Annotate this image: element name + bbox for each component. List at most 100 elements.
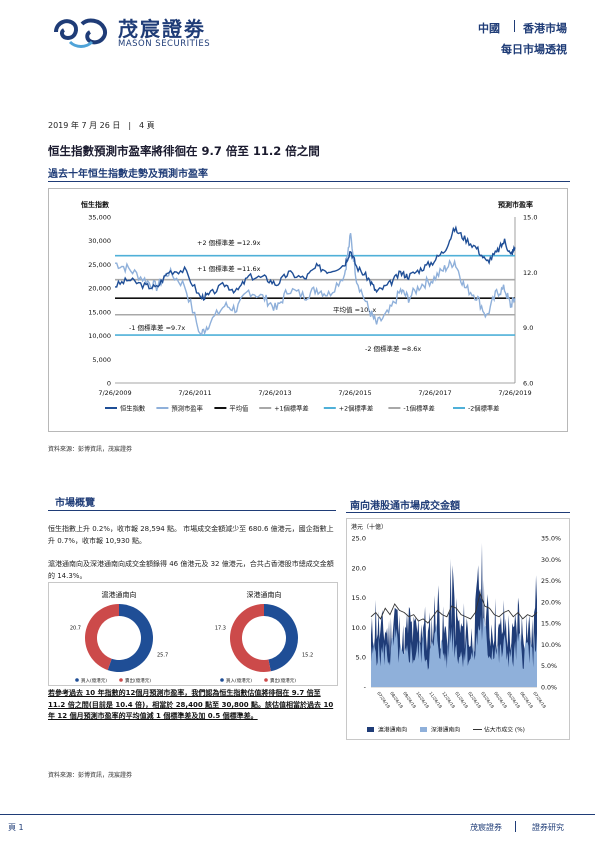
pie-value-label: 17.3 bbox=[215, 626, 226, 632]
legend-label: +2個標準差 bbox=[339, 404, 373, 413]
sb-x-tick: 04/26/19 bbox=[493, 691, 508, 710]
pie-value-label: 15.2 bbox=[302, 653, 313, 659]
sb-y-tick: 15.0 bbox=[352, 594, 366, 602]
annotation-mean: 平均值 =10. x bbox=[333, 305, 376, 314]
sb-y2-tick: 0.0% bbox=[541, 685, 557, 692]
sb-y2-tick: 35.0% bbox=[541, 536, 561, 543]
pie1-title: 滬港通南向 bbox=[102, 590, 137, 599]
footer-page: 頁 1 bbox=[8, 823, 24, 832]
y-tick-label: 30,000 bbox=[88, 237, 111, 245]
sb-legend-swatch bbox=[420, 727, 427, 732]
y-tick-label: 5,000 bbox=[92, 356, 111, 364]
header-market: 香港市場 bbox=[523, 22, 567, 35]
pie-legend-dot bbox=[75, 678, 79, 682]
pie-value-label: 20.7 bbox=[70, 626, 81, 632]
market-title-rule bbox=[48, 510, 336, 511]
footer-company: 茂宸證券 bbox=[470, 823, 502, 832]
sb-x-tick: 10/26/19 bbox=[415, 691, 430, 710]
sb-y-axis-title: 港元（十億） bbox=[351, 523, 387, 531]
header-divider bbox=[514, 20, 515, 32]
pie-legend-dot bbox=[119, 678, 123, 682]
report-type: 每日市場透視 bbox=[501, 43, 567, 56]
market-para-2: 滬港通南向及深港通南向成交金額錄得 46 億港元及 32 億港元，合共占香港股市… bbox=[48, 560, 334, 580]
pe-chart-frame: 恒生指數 預測市盈率 35,000 30,000 25,000 20,000 15,00… bbox=[48, 188, 568, 432]
sb-y2-tick: 30.0% bbox=[541, 557, 561, 564]
x-tick-label: 7/26/2013 bbox=[258, 389, 291, 397]
pie-panel: 滬港通南向 深港通南向 25.7 20.7 買入(億港元) 賣出(億港元) 15.2 17… bbox=[48, 582, 338, 686]
highlight-text: 若參考過去 10 年指數的12個月預測市盈率，我們認為恒生指數估值將徘徊在 9.… bbox=[48, 689, 334, 720]
market-share-line bbox=[370, 591, 538, 624]
sb-y-tick: 25.0 bbox=[352, 535, 366, 543]
sb-y2-tick: 20.0% bbox=[541, 599, 561, 606]
footer-dept: 證券研究 bbox=[532, 823, 564, 832]
pie-legend-dot bbox=[264, 678, 268, 682]
sb-y-tick: 10.0 bbox=[352, 624, 366, 632]
legend-label: -1個標準差 bbox=[403, 404, 434, 413]
sb-legend-label: 滬港通南向 bbox=[378, 726, 407, 734]
pie-slice bbox=[264, 604, 298, 672]
chart1-section-title: 過去十年恒生指數走勢及預測市盈率 bbox=[48, 169, 208, 180]
y2-tick-label: 6.0 bbox=[523, 380, 533, 388]
legend-label: +1個標準差 bbox=[274, 404, 308, 413]
pie-slice bbox=[107, 604, 153, 672]
pie-value-label: 25.7 bbox=[157, 653, 168, 659]
sb-x-tick: 12/26/19 bbox=[441, 691, 456, 710]
chart1-title-rule bbox=[48, 181, 570, 182]
sb-legend-swatch bbox=[367, 727, 374, 732]
sb-x-tick: 11/26/19 bbox=[428, 691, 443, 710]
market-source: 資料來源：彭博資訊，茂宸證券 bbox=[48, 772, 133, 779]
sb-legend-label: 深港通南向 bbox=[431, 726, 460, 734]
x-tick-label: 7/26/2017 bbox=[418, 389, 451, 397]
sb-x-tick: 01/26/19 bbox=[454, 691, 469, 710]
sb-legend-label: 佔大市成交 (%) bbox=[484, 726, 525, 734]
y-tick-label: 35,000 bbox=[88, 214, 111, 222]
pie-slice bbox=[229, 604, 271, 672]
pie-legend-dot bbox=[220, 678, 224, 682]
sb-x-tick: 02/26/19 bbox=[467, 691, 482, 710]
sb-x-tick: 05/26/19 bbox=[506, 691, 521, 710]
header-region: 中國 bbox=[478, 22, 500, 35]
y2-axis-title: 預測市盈率 bbox=[498, 200, 533, 209]
y2-tick-label: 15.0 bbox=[523, 214, 537, 222]
mason-logo-icon bbox=[54, 18, 107, 48]
southbound-turnover-chart: 港元（十億） 25.0 20.0 15.0 10.0 5.0 - 35.0% 30.0% 25.… bbox=[351, 523, 561, 734]
y2-tick-label: 12.0 bbox=[523, 269, 537, 277]
legend-label: -2個標準差 bbox=[468, 404, 499, 413]
sb-y2-tick: 10.0% bbox=[541, 642, 561, 649]
footer-rule bbox=[0, 814, 595, 815]
y2-tick-label: 9.0 bbox=[523, 324, 533, 332]
y-tick-label: 15,000 bbox=[88, 308, 111, 316]
annotation-plus2: +2 個標準差 =12.9x bbox=[197, 238, 261, 247]
y-tick-label: 25,000 bbox=[88, 261, 111, 269]
pie-legend-label: 賣出(億港元) bbox=[125, 677, 151, 684]
hsi-line bbox=[114, 225, 516, 301]
pie-legend-label: 買入(億港元) bbox=[81, 677, 107, 684]
pe-ratio-line bbox=[114, 233, 516, 336]
southbound-chart-frame: 港元（十億） 25.0 20.0 15.0 10.0 5.0 - 35.0% 30.0% 25.… bbox=[346, 518, 570, 740]
pie-legend-label: 買入(億港元) bbox=[226, 677, 252, 684]
footer-divider bbox=[515, 821, 516, 832]
sb-y2-tick: 25.0% bbox=[541, 578, 561, 585]
southbound-pie-charts: 滬港通南向 深港通南向 25.7 20.7 買入(億港元) 賣出(億港元) 15.2 17… bbox=[70, 590, 313, 684]
market-section-title: 市場概覽 bbox=[55, 498, 95, 509]
annotation-plus1: +1 個標準差 =11.6x bbox=[197, 264, 261, 273]
sb-y-tick: 20.0 bbox=[352, 564, 366, 572]
sb-x-tick: 08/26/19 bbox=[389, 691, 404, 710]
southbound-title-rule bbox=[346, 512, 570, 513]
legend-label: 恒生指數 bbox=[120, 404, 146, 413]
sb-x-tick: 06/26/19 bbox=[519, 691, 534, 710]
legend-label: 預測市盈率 bbox=[171, 404, 202, 413]
legend-label: 平均值 bbox=[229, 404, 249, 413]
sb-y-tick: - bbox=[364, 684, 367, 692]
pie-legend-label: 賣出(億港元) bbox=[270, 677, 296, 684]
annotation-minus1: -1 個標準差 =9.7x bbox=[129, 323, 185, 332]
x-tick-label: 7/26/2011 bbox=[178, 389, 211, 397]
southbound-section-title: 南向港股通市場成交金額 bbox=[350, 501, 460, 512]
pe-history-chart: 恒生指數 預測市盈率 35,000 30,000 25,000 20,000 15,00… bbox=[80, 200, 537, 413]
x-tick-label: 7/26/2009 bbox=[98, 389, 131, 397]
market-para-1: 恒生指數上升 0.2%，收市報 28,594 點。 市場成交金額減少至 680.… bbox=[48, 525, 334, 545]
sb-y-tick: 5.0 bbox=[356, 654, 366, 662]
y-tick-label: 10,000 bbox=[88, 332, 111, 340]
annotation-minus2: -2 個標準差 =8.6x bbox=[365, 344, 421, 353]
sb-y2-tick: 15.0% bbox=[541, 621, 561, 628]
